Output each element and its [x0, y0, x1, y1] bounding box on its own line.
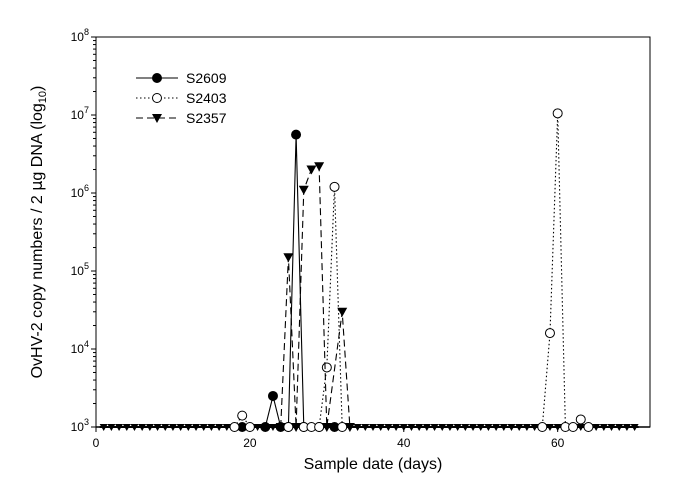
- series-s2403: [229, 108, 594, 432]
- data-point: [583, 422, 594, 432]
- y-tick-base: 10: [71, 108, 85, 122]
- y-tick-label: 106: [71, 183, 89, 200]
- data-point: [237, 410, 248, 421]
- data-point: [291, 129, 302, 140]
- data-point: [275, 423, 286, 432]
- legend-marker: [152, 73, 162, 83]
- y-tick-exponent: 5: [84, 261, 89, 271]
- series-line: [242, 134, 335, 428]
- legend-marker: [152, 114, 162, 123]
- y-axis-title-sub: 10: [37, 91, 49, 103]
- data-point: [552, 108, 563, 119]
- legend-label: S2403: [186, 90, 227, 106]
- x-tick-label: 20: [243, 436, 257, 450]
- y-axis-title-mu: μ: [27, 181, 46, 191]
- data-point: [298, 185, 309, 195]
- y-tick-exponent: 3: [84, 417, 89, 427]
- y-tick-label: 104: [71, 339, 89, 356]
- series-layer: [229, 108, 594, 432]
- plot-frame: [95, 36, 651, 428]
- y-tick-label: 107: [71, 105, 89, 122]
- x-axis-title: Sample date (days): [304, 456, 443, 473]
- x-tick-label: 40: [397, 436, 411, 450]
- y-tick-base: 10: [71, 264, 85, 278]
- legend-entry: S2609: [136, 70, 227, 86]
- data-point: [537, 422, 548, 432]
- data-point: [344, 423, 355, 432]
- y-axis-title: OvHV-2 copy numbers / 2 μg DNA (log10): [27, 86, 49, 379]
- data-point: [283, 422, 294, 432]
- y-tick-exponent: 7: [84, 105, 89, 115]
- legend-marker: [152, 93, 162, 103]
- data-point: [544, 328, 555, 339]
- y-tick-label: 108: [71, 27, 89, 44]
- legend-entry: S2403: [136, 90, 227, 106]
- y-axis-title-close: ): [29, 86, 46, 91]
- y-tick-base: 10: [71, 342, 85, 356]
- data-point: [267, 390, 278, 401]
- data-point: [337, 422, 348, 432]
- data-point: [314, 422, 325, 432]
- data-point: [260, 422, 271, 432]
- legend-label: S2357: [186, 110, 227, 126]
- y-tick-base: 10: [71, 420, 85, 434]
- data-point: [229, 422, 240, 432]
- data-point: [321, 362, 332, 373]
- data-point: [306, 165, 317, 175]
- legend-entry: S2357: [136, 110, 227, 126]
- y-tick-base: 10: [71, 30, 85, 44]
- data-point: [314, 162, 325, 172]
- legend: S2609 S2403 S2357: [136, 70, 227, 126]
- data-point: [291, 423, 302, 432]
- data-point: [568, 422, 579, 432]
- data-point: [321, 423, 332, 432]
- x-axis-ticks: 0 20 40 60: [93, 427, 565, 450]
- y-tick-label: 105: [71, 261, 89, 278]
- y-tick-exponent: 6: [84, 183, 89, 193]
- series-line: [280, 165, 351, 428]
- series-s2357: [275, 162, 355, 432]
- data-point: [244, 422, 255, 432]
- legend-label: S2609: [186, 70, 227, 86]
- y-tick-exponent: 8: [84, 27, 89, 37]
- series-s2609: [237, 129, 340, 432]
- y-tick-base: 10: [71, 186, 85, 200]
- data-point: [283, 253, 294, 263]
- data-point: [337, 307, 348, 317]
- x-tick-label: 60: [551, 436, 565, 450]
- data-point: [575, 414, 586, 425]
- y-tick-exponent: 4: [84, 339, 89, 349]
- y-axis-title-rest: g DNA (log: [29, 103, 46, 180]
- y-tick-label: 103: [71, 417, 89, 434]
- data-point: [329, 181, 340, 192]
- x-tick-label: 0: [93, 436, 100, 450]
- y-axis-title-prefix: OvHV-2 copy numbers / 2: [29, 191, 46, 379]
